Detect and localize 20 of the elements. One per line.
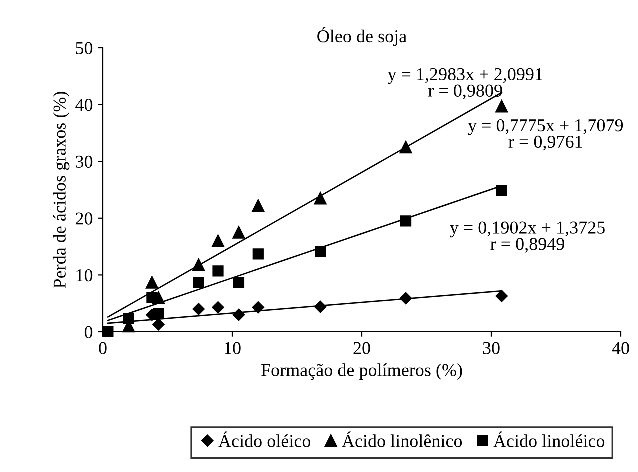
y-tick-label: 40 [76,99,93,112]
x-tick-label: 30 [483,342,500,354]
x-tick-label: 40 [612,342,630,354]
x-tick-label: 0 [99,342,107,354]
y-tick-label: 50 [76,42,93,54]
y-axis-title: Perda de ácidos graxos (%) [53,92,70,288]
y-tick-label: 30 [76,156,93,168]
chart-title: Óleo de soja [318,27,407,46]
x-tick-label: 20 [354,342,370,354]
x-tick-label: 10 [225,342,241,354]
legend-label: Ácido linolênico [342,432,462,448]
annotation: y = 0,1902x + 1,3725 r = 0,8949 [450,222,605,253]
legend-label: Ácido oléico [218,432,311,448]
annotation: y = 1,2983x + 2,0991 r = 0,9809 [388,68,542,100]
y-tick-label: 0 [84,326,93,338]
annotation: y = 0,7775x + 1,7079 r = 0,9761 [468,119,624,151]
legend-label: Ácido linoléico [494,432,605,448]
x-axis-title: Formação de polímeros (%) [261,364,462,380]
y-tick-label: 10 [76,269,93,282]
y-tick-label: 20 [76,212,93,225]
